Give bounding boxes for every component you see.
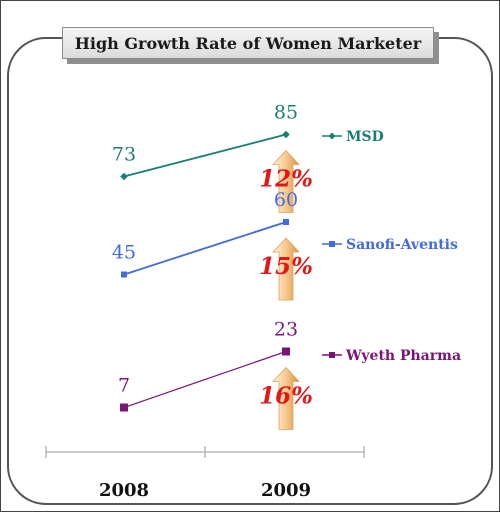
legend-marker-sanofi-aventis <box>329 241 335 247</box>
growth-arrow-sanofi-aventis <box>272 237 300 301</box>
growth-arrow-msd <box>272 149 300 213</box>
growth-label-msd: 12% <box>259 166 313 193</box>
value-label-sanofi-aventis-2009: 60 <box>274 189 298 211</box>
point-wyeth-pharma-2009 <box>282 347 290 356</box>
value-label-sanofi-aventis-2008: 45 <box>112 242 136 264</box>
series-line-sanofi-aventis <box>123 221 287 276</box>
x-tick-label-2008: 2008 <box>99 480 149 501</box>
legend-marker-wyeth-pharma <box>329 352 335 358</box>
value-label-msd-2008: 73 <box>112 144 136 166</box>
series-line-wyeth-pharma <box>123 350 287 409</box>
growth-label-sanofi-aventis: 15% <box>259 253 313 280</box>
legend-marker-msd <box>328 132 336 140</box>
value-label-wyeth-pharma-2009: 23 <box>274 319 298 341</box>
legend-label-msd: MSD <box>346 129 384 145</box>
value-label-wyeth-pharma-2008: 7 <box>118 375 130 397</box>
point-wyeth-pharma-2008 <box>120 403 128 412</box>
point-msd-2008 <box>120 172 128 181</box>
growth-arrow-wyeth-pharma <box>272 366 300 430</box>
x-tick-label-2009: 2009 <box>261 480 311 501</box>
legend-label-sanofi-aventis: Sanofi-Aventis <box>346 237 458 253</box>
point-sanofi-aventis-2009 <box>283 219 289 225</box>
growth-label-wyeth-pharma: 16% <box>259 383 313 410</box>
point-sanofi-aventis-2008 <box>121 271 127 278</box>
legend-label-wyeth-pharma: Wyeth Pharma <box>345 348 461 364</box>
inner-panel <box>7 37 493 505</box>
series-line-msd <box>123 133 287 178</box>
point-msd-2009 <box>282 130 290 139</box>
chart-title: High Growth Rate of Women Marketer <box>62 27 434 59</box>
value-label-msd-2009: 85 <box>274 102 298 124</box>
